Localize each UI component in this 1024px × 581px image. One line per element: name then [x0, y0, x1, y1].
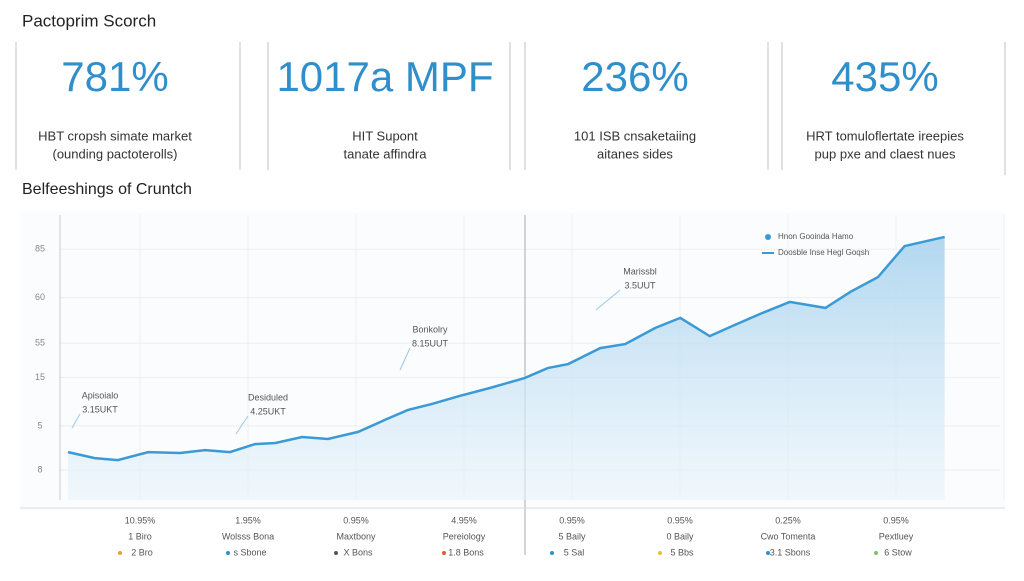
x-tick-sublabel: Pereiology [443, 531, 486, 541]
kpi-caption: pup pxe and claest nues [815, 146, 956, 161]
category-dot [442, 551, 446, 555]
legend-label: Doosble Inse Hegl Goqsh [778, 248, 869, 257]
x-tick-sublabel: 5 Bbs [670, 547, 694, 557]
x-tick-label: 4.95% [451, 515, 477, 525]
x-tick-sublabel: 2 Bro [131, 547, 153, 557]
annotation-text: 3.15UKT [82, 404, 118, 414]
x-tick-sublabel: 3.1 Sbons [770, 547, 811, 557]
annotation-title: Marissbl [623, 266, 657, 276]
x-tick-label: 10.95% [125, 515, 156, 525]
annotation-pointer [399, 347, 411, 371]
x-tick-label: 0.95% [343, 515, 369, 525]
legend-dot [765, 234, 771, 240]
x-tick-sublabel: s Sbone [233, 547, 266, 557]
annotation-pointer [235, 415, 249, 435]
x-tick-sublabel: Wolsss Bona [222, 531, 274, 541]
kpi-caption: 101 ISB cnsaketaiing [574, 128, 696, 143]
x-tick-sublabel: Maxtbony [336, 531, 376, 541]
category-dot [766, 551, 770, 555]
category-dot [874, 551, 878, 555]
y-tick-label: 8 [37, 464, 42, 474]
area [68, 236, 945, 500]
category-dot [658, 551, 662, 555]
kpi-caption: (ounding pactoterolls) [52, 146, 177, 161]
line [67, 235, 945, 462]
y-tick-label: 55 [35, 338, 45, 348]
legend-label: Hnon Gooinda Hamo [778, 232, 854, 241]
annotation-pointer [71, 413, 81, 429]
category-dot [334, 551, 338, 555]
y-tick-label: 15 [35, 372, 45, 382]
kpi-caption: aitanes sides [597, 146, 673, 161]
kpi-caption: HRT tomuloflertate ireepies [806, 128, 964, 143]
y-tick-label: 60 [35, 292, 45, 302]
x-tick-sublabel: 5 Sal [564, 547, 585, 557]
x-tick-label: 0.95% [667, 515, 693, 525]
x-tick-sublabel: X Bons [343, 547, 373, 557]
kpi-caption: tanate affindra [344, 146, 428, 161]
category-dot [550, 551, 554, 555]
x-tick-label: 0.25% [775, 515, 801, 525]
kpi-value: 236% [581, 53, 688, 100]
x-tick-sublabel: 1.8 Bons [448, 547, 484, 557]
annotation-title: Desiduled [248, 392, 288, 402]
x-tick-label: 0.95% [883, 515, 909, 525]
x-tick-label: 0.95% [559, 515, 585, 525]
category-dot [226, 551, 230, 555]
kpi-value: 781% [61, 53, 168, 100]
kpi-value: 1017a MPF [276, 53, 493, 100]
annotation-title: Bonkolry [412, 324, 448, 334]
annotation-text: 8.15UUT [412, 338, 449, 348]
x-tick-sublabel: 1 Biro [128, 531, 152, 541]
annotation-text: 3.5UUT [624, 280, 656, 290]
annotation-pointer [595, 289, 621, 311]
kpi-value: 435% [831, 53, 938, 100]
x-tick-sublabel: 6 Stow [884, 547, 912, 557]
x-tick-sublabel: 0 Baily [666, 531, 694, 541]
kpi-caption: HIT Supont [352, 128, 418, 143]
page-title: Pactoprim Scorch [22, 11, 156, 30]
dividers [15, 42, 1006, 175]
x-tick-sublabel: Pextluey [879, 531, 914, 541]
x-tick-sublabel: Cwo Tomenta [761, 531, 816, 541]
annotation-text: 4.25UKT [250, 406, 286, 416]
y-tick-label: 85 [35, 244, 45, 254]
kpi-caption: HBT cropsh simate market [38, 128, 192, 143]
chart-title: Belfeeshings of Cruntch [22, 181, 192, 198]
x-tick-label: 1.95% [235, 515, 261, 525]
y-tick-label: 5 [37, 420, 42, 430]
category-dot [118, 551, 122, 555]
annotation-title: Apisoialo [82, 390, 119, 400]
x-tick-sublabel: 5 Baily [558, 531, 586, 541]
